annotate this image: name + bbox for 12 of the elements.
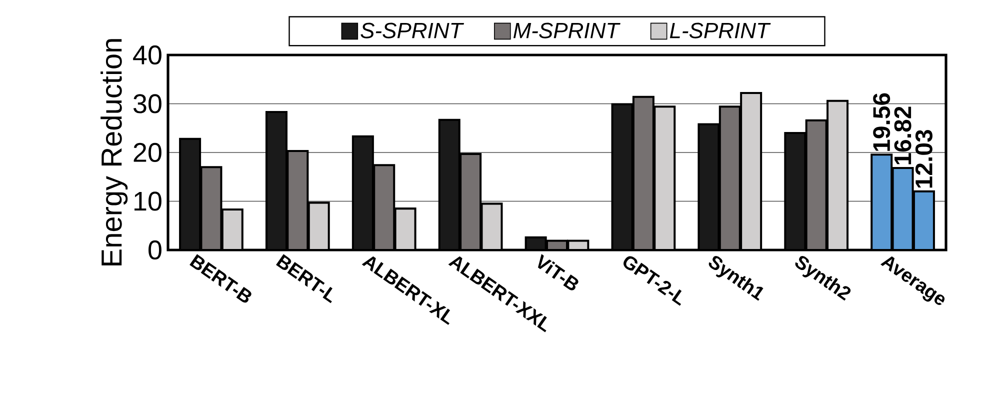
legend-label: M-SPRINT <box>513 22 620 38</box>
data-label: 16.82 <box>894 106 912 164</box>
y-tick-label: 0 <box>148 240 162 260</box>
y-axis-title: Energy Reduction <box>100 39 128 266</box>
y-tick-label: 30 <box>133 94 162 114</box>
data-label: 12.03 <box>915 130 932 188</box>
y-tick-label: 10 <box>134 192 162 211</box>
legend-label: L-SPRINT <box>670 22 771 38</box>
y-tick-label: 40 <box>133 45 162 65</box>
legend-label: S-SPRINT <box>360 22 464 38</box>
data-label: 19.56 <box>873 93 890 151</box>
y-tick-label: 20 <box>134 142 162 162</box>
